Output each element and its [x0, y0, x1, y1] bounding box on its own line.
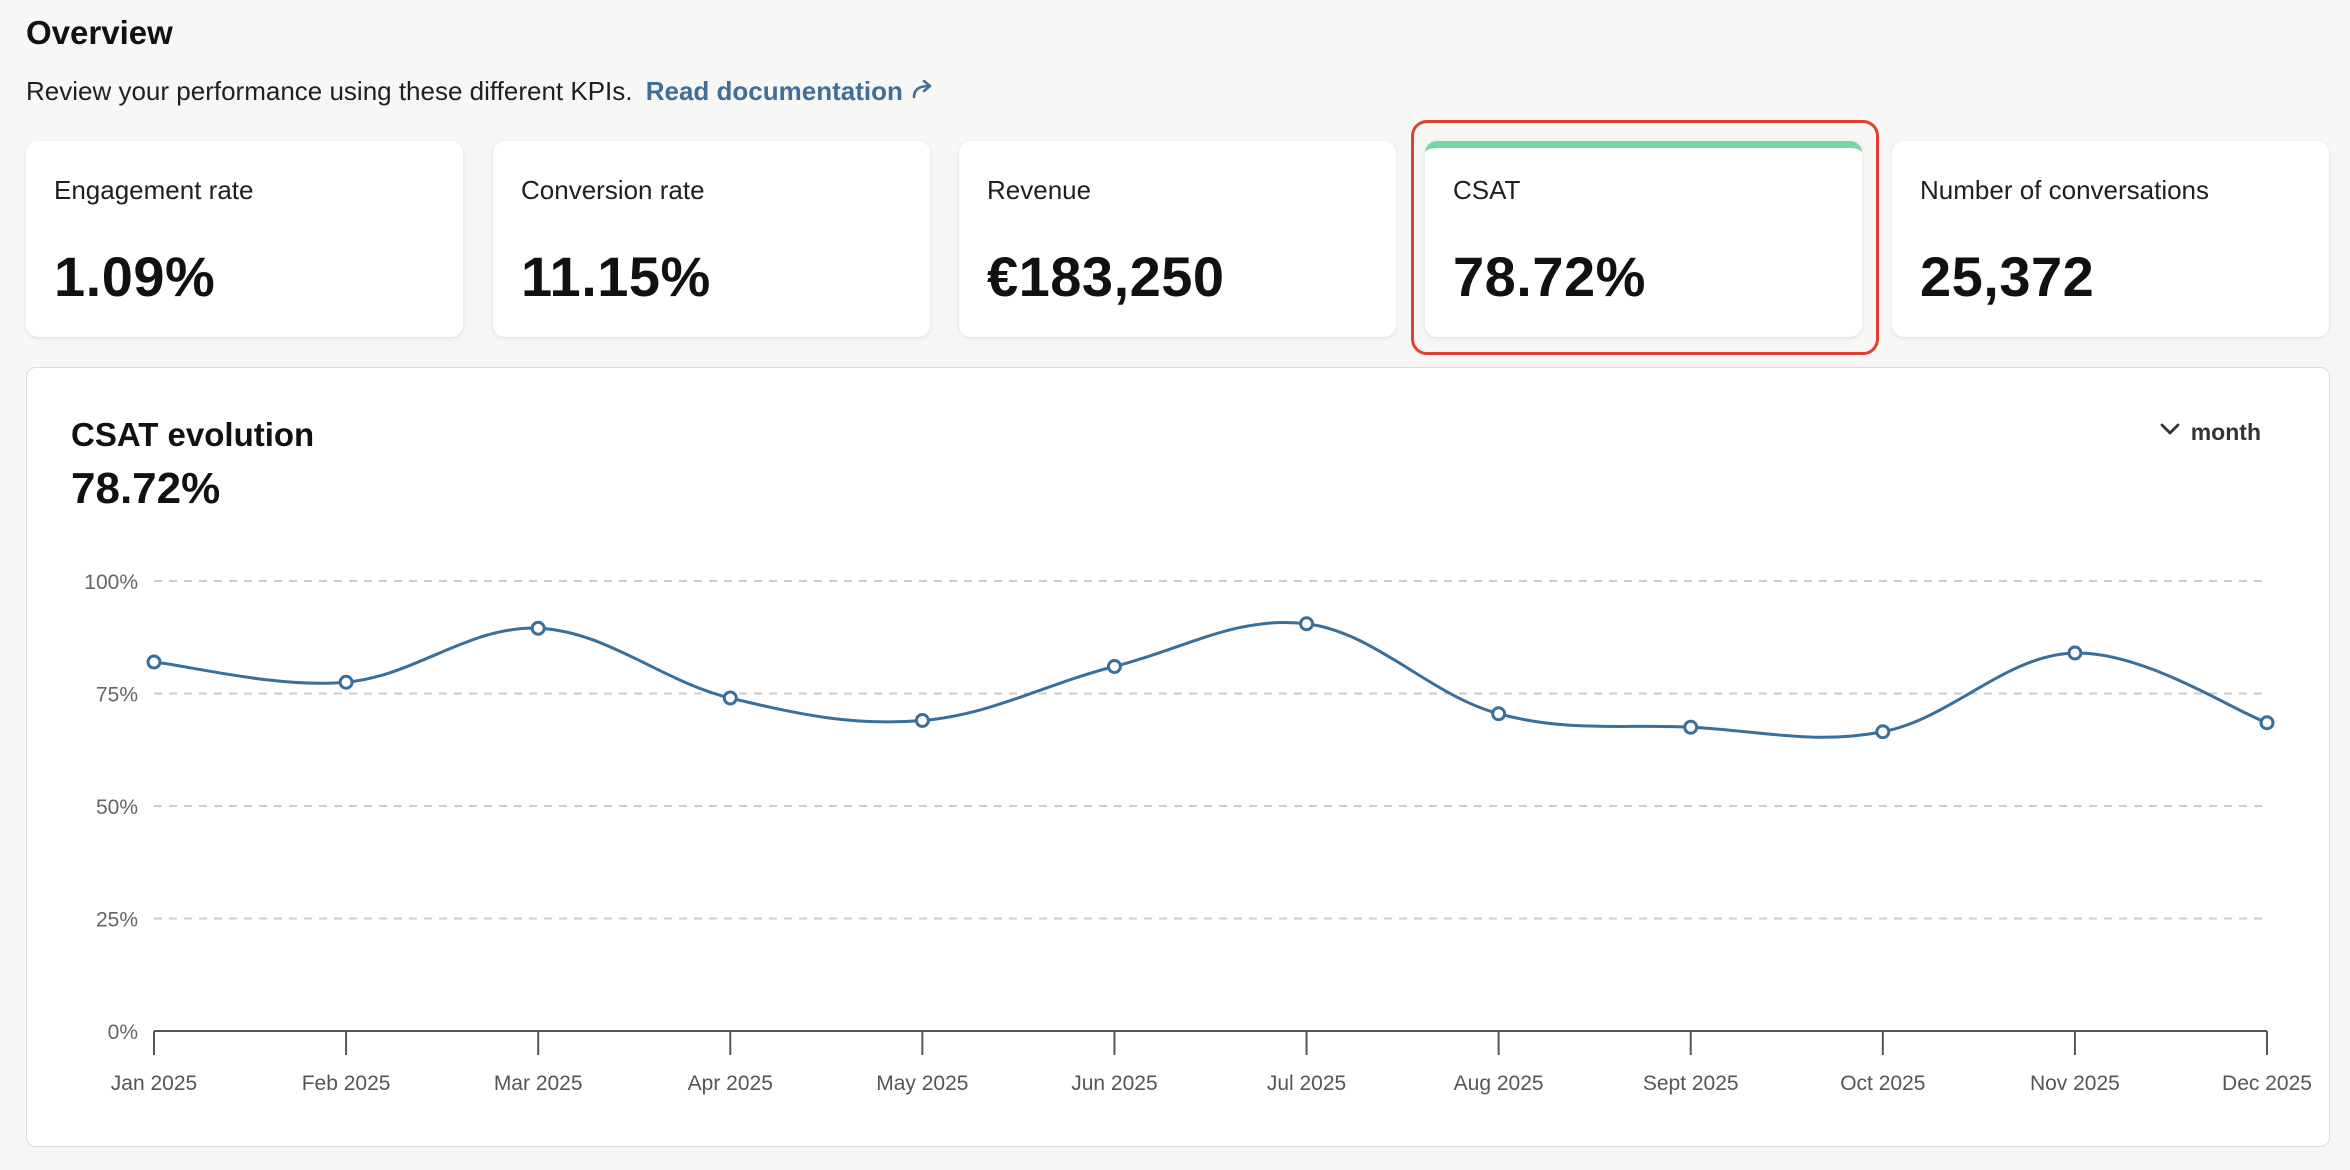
- kpi-card-revenue[interactable]: Revenue €183,250: [959, 141, 1396, 337]
- y-tick-label: 75%: [96, 684, 138, 707]
- kpi-label: Engagement rate: [54, 175, 254, 205]
- csat-series-line: [153, 620, 2268, 739]
- kpi-value: 78.72%: [1453, 245, 1646, 308]
- period-label: month: [2190, 418, 2261, 445]
- chart-current-value: 78.72%: [71, 464, 221, 513]
- page-title: Overview: [26, 14, 173, 51]
- data-point: [1875, 724, 1891, 740]
- data-point: [2259, 715, 2275, 731]
- data-point: [1299, 616, 1315, 632]
- share-arrow-icon: [911, 76, 935, 107]
- x-tick-label: May 2025: [876, 1072, 968, 1095]
- kpi-label: CSAT: [1453, 175, 1521, 205]
- kpi-label: Conversion rate: [521, 175, 705, 205]
- data-point: [338, 674, 354, 690]
- chevron-down-icon: [2159, 418, 2181, 446]
- chart-panel: CSAT evolution 78.72% month 0% 25% 50% 75% 1…: [26, 367, 2330, 1147]
- data-point: [914, 713, 930, 728]
- kpi-value: 1.09%: [54, 245, 216, 308]
- kpi-card-conversion-rate[interactable]: Conversion rate 11.15%: [493, 141, 930, 337]
- period-select[interactable]: month: [2159, 418, 2261, 446]
- x-tick-label: Apr 2025: [688, 1072, 773, 1095]
- read-documentation-link[interactable]: Read documentation: [646, 76, 935, 106]
- x-tick-label: Jan 2025: [111, 1072, 197, 1095]
- data-point: [722, 690, 738, 706]
- kpi-card-engagement-rate[interactable]: Engagement rate 1.09%: [26, 141, 463, 337]
- x-tick-label: Sept 2025: [1643, 1072, 1739, 1095]
- data-point: [146, 654, 162, 670]
- read-documentation-label: Read documentation: [645, 76, 903, 106]
- x-tick-label: Nov 2025: [2030, 1072, 2120, 1095]
- y-tick-label: 0%: [108, 1021, 138, 1044]
- kpi-label: Number of conversations: [1920, 175, 2210, 205]
- x-tick-label: Dec 2025: [2222, 1072, 2312, 1095]
- kpi-value: €183,250: [987, 245, 1225, 308]
- data-point: [2067, 645, 2083, 661]
- kpi-label: Revenue: [987, 175, 1092, 205]
- x-tick-label: Aug 2025: [1454, 1072, 1544, 1095]
- kpi-value: 11.15%: [521, 245, 711, 308]
- x-tick-label: Mar 2025: [494, 1072, 583, 1095]
- data-point: [1106, 659, 1122, 674]
- x-tick-label: Feb 2025: [302, 1072, 391, 1095]
- y-tick-label: 100%: [84, 571, 138, 594]
- x-tick-label: Jun 2025: [1071, 1072, 1157, 1095]
- data-point: [1683, 719, 1699, 735]
- x-tick-label: Oct 2025: [1840, 1072, 1925, 1095]
- y-tick-label: 50%: [96, 796, 138, 819]
- csat-line-chart: 0% 25% 50% 75% 100% Jan 2025 Feb 2025 Mar 2025 A…: [84, 571, 2312, 1095]
- data-point: [1491, 706, 1507, 722]
- y-tick-label: 25%: [96, 909, 138, 932]
- subtitle-text: Review your performance using these diff…: [26, 76, 633, 106]
- kpi-value: 25,372: [1920, 245, 2095, 308]
- kpi-card-number-of-conversations[interactable]: Number of conversations 25,372: [1892, 141, 2329, 337]
- x-tick-label: Jul 2025: [1267, 1072, 1346, 1095]
- data-point: [530, 620, 546, 636]
- page-subtitle: Review your performance using these diff…: [26, 76, 935, 107]
- chart-title: CSAT evolution: [71, 416, 315, 453]
- kpi-card-csat[interactable]: CSAT 78.72%: [1425, 141, 1862, 337]
